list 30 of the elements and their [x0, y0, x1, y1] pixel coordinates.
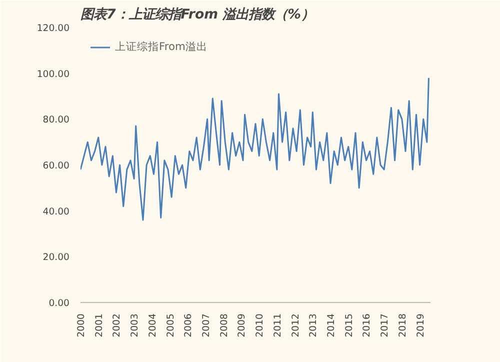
x-tick-label: 2014: [326, 313, 337, 338]
chart-title: 图表7：上证综指From 溢出指数（%）: [80, 6, 314, 22]
x-tick-label: 2013: [308, 313, 320, 338]
x-tick-label: 2004: [147, 313, 158, 338]
y-tick-label: 0.00: [48, 298, 70, 309]
x-tick-label: 2011: [272, 313, 284, 338]
legend-label: 上证综指From溢出: [115, 40, 208, 54]
x-tick-label: 2002: [112, 313, 123, 338]
x-tick-label: 2017: [380, 313, 391, 338]
x-tick-label: 2007: [201, 313, 212, 338]
y-tick-label: 20.00: [42, 252, 70, 264]
x-tick-label: 2008: [218, 313, 230, 338]
x-tick-label: 2019: [415, 313, 426, 338]
y-tick-label: 100.00: [36, 68, 70, 80]
x-tick-label: 2016: [362, 313, 373, 338]
y-tick-label: 60.00: [42, 160, 70, 172]
x-tick-label: 2015: [344, 313, 355, 338]
x-tick-label: 2012: [290, 313, 302, 338]
x-tick-label: 2003: [130, 313, 141, 338]
y-tick-label: 40.00: [42, 206, 70, 218]
x-tick-label: 2018: [397, 313, 408, 338]
y-tick-label: 80.00: [42, 114, 70, 126]
x-tick-label: 2010: [254, 313, 266, 338]
x-tick-label: 2006: [183, 313, 194, 338]
x-tick-label: 2000: [76, 313, 87, 338]
x-tick-label: 2009: [236, 313, 248, 338]
x-tick-label: 2001: [94, 313, 105, 338]
y-tick-label: 120.00: [36, 23, 70, 34]
line-series: [80, 77, 430, 221]
x-tick-label: 2005: [165, 313, 176, 338]
